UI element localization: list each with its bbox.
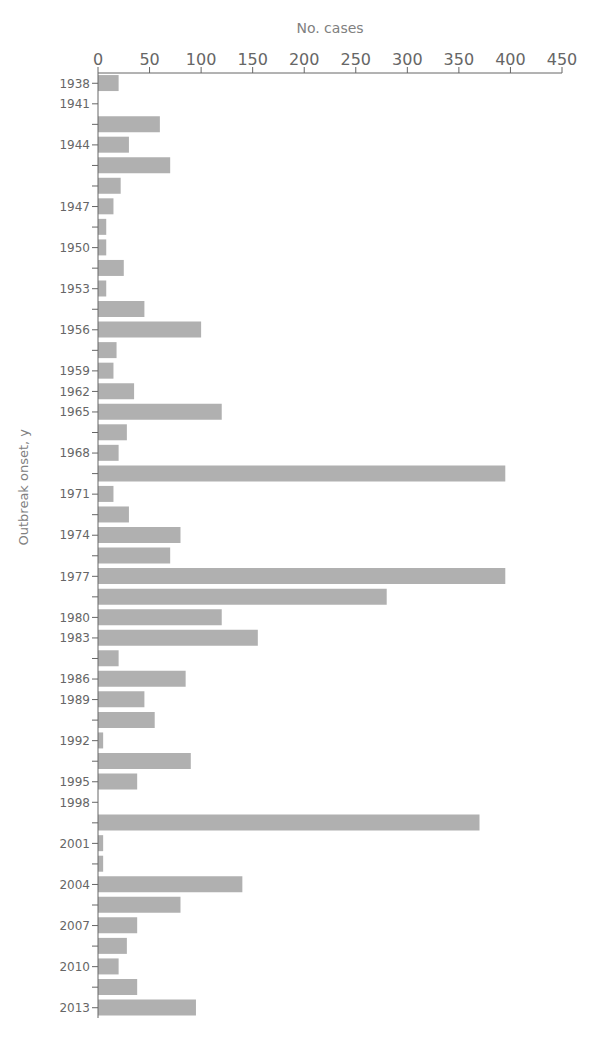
svg-text:250: 250 bbox=[341, 50, 372, 69]
svg-text:50: 50 bbox=[139, 50, 159, 69]
svg-text:1971: 1971 bbox=[59, 487, 90, 501]
svg-text:2007: 2007 bbox=[59, 919, 90, 933]
svg-text:2001: 2001 bbox=[59, 837, 90, 851]
svg-text:1965: 1965 bbox=[59, 405, 90, 419]
svg-text:1989: 1989 bbox=[59, 693, 90, 707]
svg-text:1962: 1962 bbox=[59, 385, 90, 399]
svg-text:0: 0 bbox=[93, 50, 103, 69]
svg-text:1986: 1986 bbox=[59, 672, 90, 686]
svg-text:1941: 1941 bbox=[59, 97, 90, 111]
svg-text:1959: 1959 bbox=[59, 364, 90, 378]
svg-text:1938: 1938 bbox=[59, 77, 90, 91]
svg-text:100: 100 bbox=[186, 50, 217, 69]
svg-text:2013: 2013 bbox=[59, 1001, 90, 1015]
svg-text:1968: 1968 bbox=[59, 446, 90, 460]
svg-text:1977: 1977 bbox=[59, 570, 90, 584]
svg-text:1974: 1974 bbox=[59, 528, 90, 542]
svg-text:1992: 1992 bbox=[59, 734, 90, 748]
svg-text:1953: 1953 bbox=[59, 282, 90, 296]
svg-text:350: 350 bbox=[444, 50, 475, 69]
svg-text:1956: 1956 bbox=[59, 323, 90, 337]
svg-text:450: 450 bbox=[547, 50, 578, 69]
svg-text:400: 400 bbox=[495, 50, 526, 69]
svg-text:2004: 2004 bbox=[59, 878, 90, 892]
svg-text:1998: 1998 bbox=[59, 796, 90, 810]
svg-text:200: 200 bbox=[289, 50, 320, 69]
svg-text:1995: 1995 bbox=[59, 775, 90, 789]
svg-text:No. cases: No. cases bbox=[296, 20, 363, 36]
svg-text:Outbreak onset, y: Outbreak onset, y bbox=[16, 429, 31, 546]
svg-text:150: 150 bbox=[237, 50, 268, 69]
svg-text:1944: 1944 bbox=[59, 138, 90, 152]
svg-text:1980: 1980 bbox=[59, 611, 90, 625]
svg-text:1983: 1983 bbox=[59, 631, 90, 645]
svg-text:1947: 1947 bbox=[59, 200, 90, 214]
svg-text:300: 300 bbox=[392, 50, 423, 69]
svg-text:1950: 1950 bbox=[59, 241, 90, 255]
svg-text:2010: 2010 bbox=[59, 960, 90, 974]
